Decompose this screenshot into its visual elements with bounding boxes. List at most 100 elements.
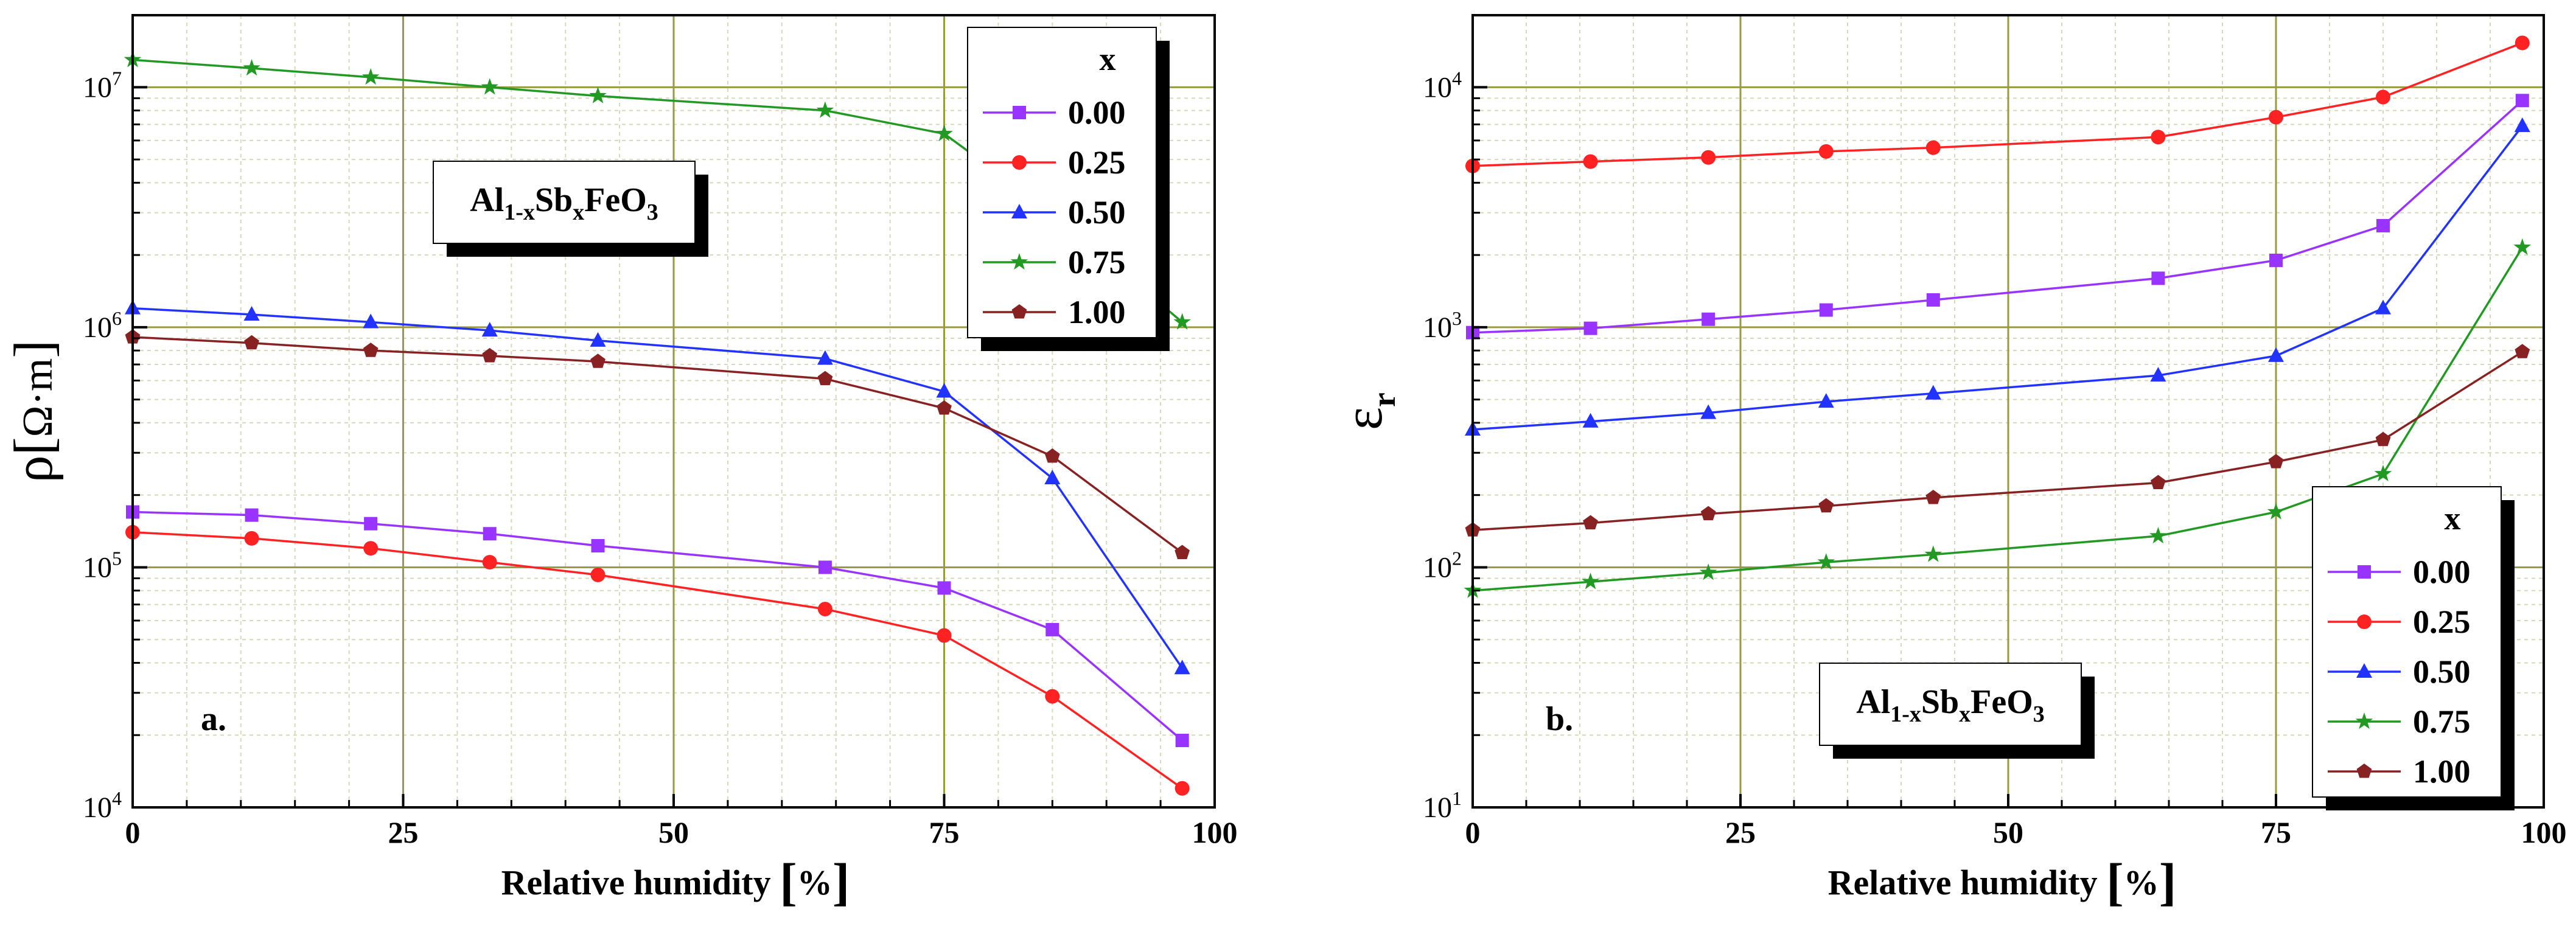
legend-label-0.75: 0.75: [2413, 703, 2471, 740]
marker-circle: [2269, 110, 2283, 125]
marker-circle: [2515, 35, 2530, 50]
marker-square: [2376, 218, 2390, 232]
marker-square: [1013, 106, 1026, 119]
marker-pentagon: [1700, 506, 1716, 521]
formula-text: Al1-xSbxFeO3: [470, 181, 658, 225]
legend: x 0.00 0.25 0.50 0.75 1.00: [2312, 486, 2515, 810]
marker-circle: [2357, 614, 2372, 629]
marker-star: [1010, 253, 1028, 270]
marker-triangle: [481, 322, 498, 337]
x-tick-label: 0: [1465, 815, 1481, 849]
marker-pentagon: [2356, 764, 2372, 778]
marker-star: [1699, 563, 1717, 580]
marker-pentagon: [817, 371, 833, 386]
marker-square: [1926, 293, 1940, 307]
legend-label-0.50: 0.50: [2413, 653, 2471, 690]
chart-panel-b: 0 25 50 75 100 101 102 103 104 Relative humidity …: [1333, 14, 2567, 911]
marker-square: [483, 527, 497, 541]
marker-triangle: [2375, 299, 2391, 315]
marker-square: [1175, 734, 1189, 748]
marker-square: [1583, 321, 1597, 335]
marker-circle: [482, 555, 497, 570]
marker-triangle: [1011, 204, 1027, 218]
marker-triangle: [1700, 404, 1717, 419]
series-1.00: [125, 329, 1190, 559]
marker-triangle: [2268, 347, 2284, 362]
marker-square: [591, 538, 605, 552]
x-tick-label: 75: [2261, 815, 2291, 849]
marker-triangle: [1818, 393, 1834, 408]
marker-triangle: [243, 305, 260, 321]
marker-circle: [1925, 140, 1941, 155]
legend-label-0.25: 0.25: [1068, 144, 1126, 181]
panel-label: b.: [1546, 700, 1573, 738]
marker-pentagon: [1818, 498, 1834, 513]
marker-star: [2149, 527, 2167, 544]
formula-annotation: Al1-xSbxFeO3: [1819, 663, 2095, 759]
marker-triangle: [1174, 660, 1190, 675]
marker-triangle: [1044, 470, 1061, 485]
marker-square: [2269, 253, 2283, 267]
marker-circle: [937, 628, 952, 643]
marker-pentagon: [1011, 304, 1027, 319]
y-tick-label: 102: [1423, 547, 1462, 583]
x-tick-label: 25: [388, 815, 419, 849]
marker-star: [1817, 553, 1835, 570]
marker-circle: [1045, 689, 1060, 704]
marker-triangle: [817, 350, 833, 365]
legend-box: [2312, 486, 2502, 798]
marker-star: [1582, 573, 1599, 590]
y-tick-label: 103: [1423, 307, 1462, 344]
marker-square: [2358, 565, 2371, 579]
marker-star: [1924, 545, 1942, 562]
x-tick-label: 50: [1993, 815, 2023, 849]
legend-box: [967, 27, 1157, 338]
marker-pentagon: [244, 335, 259, 350]
legend-label-0.50: 0.50: [1068, 194, 1126, 231]
legend: x 0.00 0.25 0.50 0.75 1.00: [967, 27, 1170, 351]
marker-pentagon: [2375, 431, 2391, 447]
series-0.50: [125, 299, 1190, 675]
x-tick-label: 100: [1192, 815, 1238, 849]
marker-pentagon: [1583, 515, 1598, 530]
marker-star: [481, 78, 498, 95]
marker-square: [2151, 271, 2165, 285]
marker-triangle: [2150, 367, 2166, 382]
legend-label-1.00: 1.00: [2413, 753, 2471, 790]
marker-pentagon: [1925, 490, 1941, 504]
marker-pentagon: [2151, 475, 2166, 489]
marker-triangle: [2514, 117, 2530, 132]
marker-star: [243, 59, 260, 76]
marker-circle: [1175, 781, 1190, 796]
marker-square: [245, 508, 259, 522]
marker-triangle: [936, 383, 952, 398]
marker-star: [1173, 313, 1191, 330]
marker-pentagon: [1175, 545, 1190, 559]
series-0.00: [1466, 94, 2529, 339]
marker-star: [361, 68, 380, 85]
marker-star: [2355, 712, 2373, 729]
marker-circle: [817, 602, 832, 617]
marker-pentagon: [363, 343, 379, 357]
marker-circle: [244, 531, 259, 546]
marker-pentagon: [1044, 448, 1060, 463]
y-tick-label: 106: [83, 307, 122, 344]
marker-circle: [1818, 144, 1834, 159]
y-tick-label: 104: [1423, 67, 1462, 103]
marker-pentagon: [590, 353, 606, 368]
formula-text: Al1-xSbxFeO3: [1856, 683, 2045, 727]
marker-circle: [590, 567, 606, 582]
panel-label: a.: [201, 700, 226, 738]
marker-triangle: [1582, 413, 1599, 428]
marker-star: [589, 86, 607, 103]
y-tick-label: 107: [83, 67, 122, 103]
y-axis-label: ρ[Ω·m]: [4, 340, 64, 483]
y-tick-label: 105: [83, 547, 122, 583]
marker-triangle: [363, 313, 379, 329]
x-tick-label: 0: [125, 815, 141, 849]
marker-square: [1819, 303, 1833, 317]
x-axis-label: Relative humidity [%]: [1828, 852, 2177, 911]
marker-star: [2374, 464, 2392, 481]
chart-panel-a: 0 25 50 75 100 104 105 106 107 Relative humidity …: [4, 14, 1238, 911]
